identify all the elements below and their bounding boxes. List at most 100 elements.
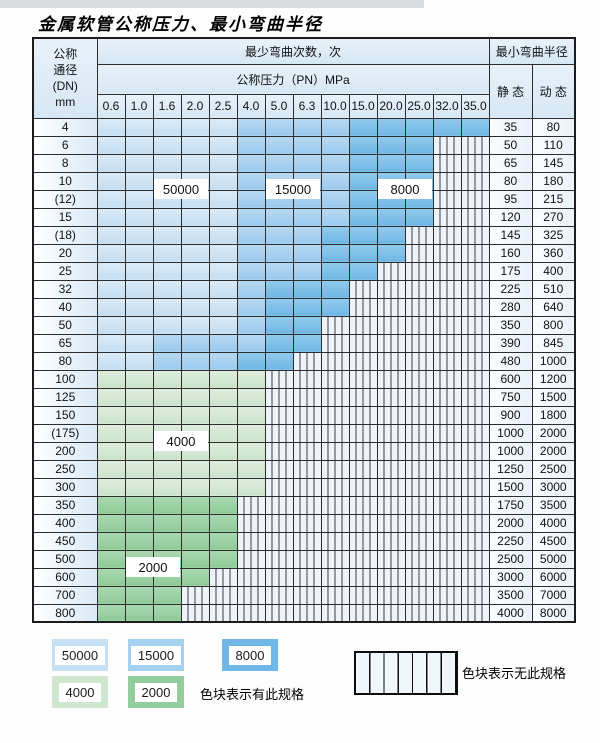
no-spec-cell: [264, 441, 294, 461]
no-spec-cell: [376, 279, 406, 299]
spec-cell-2000: [208, 531, 238, 551]
static-value-cell: 900: [488, 405, 533, 425]
legend-swatch-label: 8000: [228, 645, 272, 665]
spec-cell-50000: [208, 171, 238, 191]
legend-swatch-label: 2000: [134, 682, 178, 702]
spec-cell-4000: [124, 423, 154, 443]
dn-cell: 300: [32, 477, 98, 497]
dynamic-value-cell: 510: [531, 279, 576, 299]
nominal-pressure-header: 公称压力（PN）MPa: [96, 63, 490, 95]
spec-cell-2000: [180, 549, 210, 569]
spec-cell-2000: [96, 531, 126, 551]
no-spec-cell: [264, 387, 294, 407]
spec-cell-50000: [180, 243, 210, 263]
no-spec-cell: [432, 441, 462, 461]
spec-cell-50000: [208, 153, 238, 173]
static-value-cell: 225: [488, 279, 533, 299]
pressure-col-header: 5.0: [264, 93, 294, 119]
no-spec-cell: [460, 351, 490, 371]
pressure-col-header: 10.0: [320, 93, 350, 119]
static-column-header: 静 态: [488, 63, 533, 119]
no-spec-cell: [432, 387, 462, 407]
no-spec-cell: [376, 603, 406, 623]
no-spec-cell: [404, 261, 434, 281]
spec-cell-8000: [264, 333, 294, 353]
dynamic-value-cell: 845: [531, 333, 576, 353]
no-spec-cell: [292, 495, 322, 515]
no-spec-cell: [180, 585, 210, 605]
spec-cell-4000: [208, 387, 238, 407]
spec-cell-50000: [180, 135, 210, 155]
spec-cell-15000: [236, 279, 266, 299]
no-spec-cell: [460, 387, 490, 407]
no-spec-cell: [404, 567, 434, 587]
dynamic-value-cell: 4500: [531, 531, 576, 551]
static-value-cell: 350: [488, 315, 533, 335]
spec-cell-4000: [96, 405, 126, 425]
dn-cell: 32: [32, 279, 98, 299]
spec-cell-4000: [208, 369, 238, 389]
pressure-col-header: 2.5: [208, 93, 238, 119]
no-spec-cell: [348, 369, 378, 389]
dn-cell: 350: [32, 495, 98, 515]
legend-has-spec-text: 色块表示有此规格: [200, 687, 305, 702]
dn-cell: 80: [32, 351, 98, 371]
no-spec-cell: [432, 279, 462, 299]
spec-cell-4000: [152, 369, 182, 389]
legend-swatch-label: 4000: [58, 682, 102, 702]
spec-cell-4000: [180, 459, 210, 479]
spec-cell-50000: [180, 297, 210, 317]
no-spec-cell: [404, 513, 434, 533]
spec-cell-2000: [96, 513, 126, 533]
table-row: 450 2250 4500: [32, 531, 576, 551]
spec-cell-2000: [152, 585, 182, 605]
dn-header-line: mm: [55, 95, 76, 110]
no-spec-cell: [320, 567, 350, 587]
no-spec-cell: [348, 531, 378, 551]
spec-cell-15000: [264, 135, 294, 155]
spec-cell-8000: [264, 351, 294, 371]
table-row: 25 175 400: [32, 261, 576, 281]
spec-cell-2000: [152, 603, 182, 623]
dn-cell: 600: [32, 567, 98, 587]
no-spec-cell: [208, 585, 238, 605]
no-spec-cell: [432, 225, 462, 245]
no-spec-cell: [460, 369, 490, 389]
spec-cell-50000: [208, 207, 238, 227]
no-spec-cell: [404, 279, 434, 299]
no-spec-cell: [264, 477, 294, 497]
spec-cell-2000: [180, 513, 210, 533]
no-spec-cell: [404, 531, 434, 551]
spec-cell-4000: [236, 405, 266, 425]
no-spec-cell: [404, 387, 434, 407]
dynamic-value-cell: 215: [531, 189, 576, 209]
table-row: 50 350 800: [32, 315, 576, 335]
no-spec-cell: [348, 315, 378, 335]
no-spec-cell: [208, 603, 238, 623]
no-spec-cell: [264, 567, 294, 587]
no-spec-cell: [404, 603, 434, 623]
spec-cell-4000: [208, 423, 238, 443]
dynamic-value-cell: 3000: [531, 477, 576, 497]
dn-cell: 250: [32, 459, 98, 479]
table-row: 4 35 80: [32, 117, 576, 137]
no-spec-cell: [432, 153, 462, 173]
no-spec-cell: [460, 261, 490, 281]
no-spec-cell: [404, 423, 434, 443]
spec-cell-4000: [236, 369, 266, 389]
spec-cell-50000: [152, 243, 182, 263]
dn-cell: (18): [32, 225, 98, 245]
no-spec-cell: [292, 477, 322, 497]
spec-cell-15000: [236, 243, 266, 263]
spec-cell-50000: [96, 135, 126, 155]
table-row: 80 480 1000: [32, 351, 576, 371]
dn-cell: (175): [32, 423, 98, 443]
dn-header-line: 公称: [53, 46, 78, 61]
table-row: 500 2500 5000: [32, 549, 576, 569]
spec-cell-50000: [124, 315, 154, 335]
spec-cell-50000: [124, 153, 154, 173]
no-spec-cell: [404, 333, 434, 353]
no-spec-cell: [404, 369, 434, 389]
spec-cell-50000: [152, 297, 182, 317]
no-spec-cell: [460, 297, 490, 317]
